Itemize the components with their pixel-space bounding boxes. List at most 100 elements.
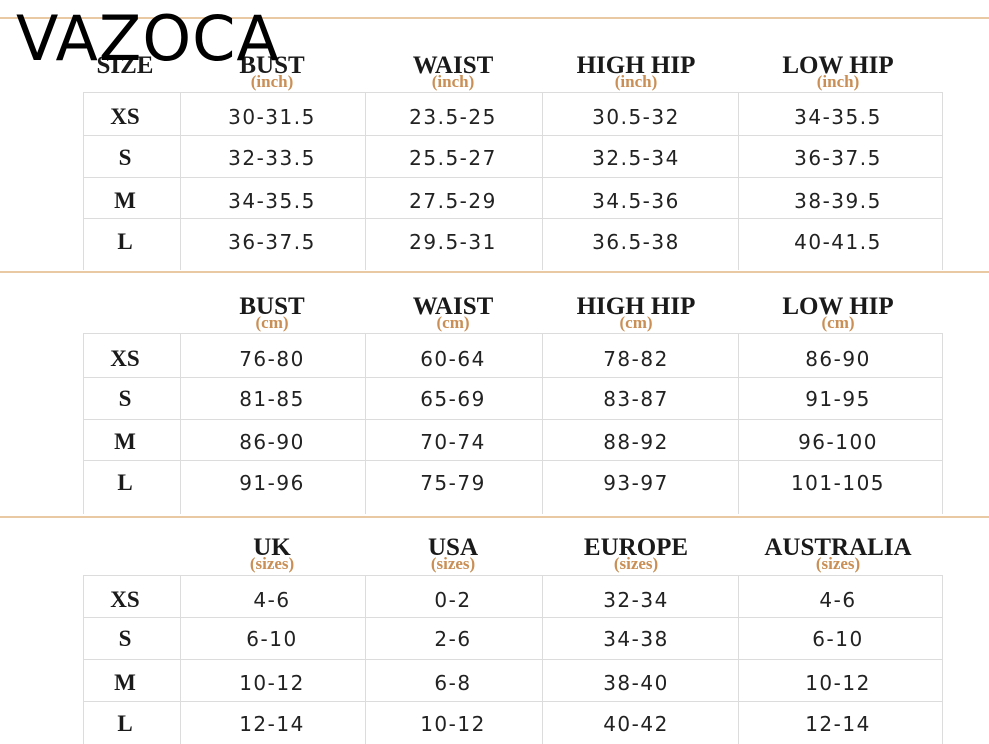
column-unit: (sizes): [430, 554, 476, 573]
size-label: XS: [110, 104, 140, 129]
measurement: 12-14: [239, 712, 305, 736]
column-heading: EUROPE: [583, 534, 689, 561]
measurement: 12-14: [805, 712, 871, 736]
grid-line: [83, 659, 942, 660]
grid-line: [83, 419, 942, 420]
column-unit: (cm): [255, 313, 289, 332]
measurement: 2-6: [434, 627, 472, 651]
measurement: 36-37.5: [228, 230, 316, 254]
measurement: 96-100: [798, 430, 878, 454]
size-label: M: [114, 429, 136, 454]
measurement: 34.5-36: [592, 189, 680, 213]
size-label: XS: [110, 587, 140, 612]
measurement: 38-40: [603, 671, 669, 695]
column-unit: (inch): [816, 72, 860, 91]
grid-line: [83, 575, 942, 576]
column-heading: USA: [427, 534, 478, 561]
grid-line: [83, 701, 942, 702]
column-heading: UK: [253, 534, 291, 561]
measurement: 38-39.5: [794, 189, 882, 213]
measurement: 30-31.5: [228, 105, 316, 129]
column-heading: HIGH HIP: [576, 52, 696, 79]
measurement: 10-12: [239, 671, 305, 695]
size-label: S: [118, 386, 132, 411]
grid-line: [542, 92, 543, 270]
measurement: 75-79: [420, 471, 486, 495]
grid-line: [83, 377, 942, 378]
measurement: 81-85: [239, 387, 305, 411]
column-heading: BUST: [239, 52, 305, 79]
column-heading: WAIST: [412, 293, 494, 320]
measurement: 83-87: [603, 387, 669, 411]
grid-line: [83, 92, 84, 270]
grid-line: [942, 92, 943, 270]
grid-line: [83, 617, 942, 618]
grid-line: [365, 333, 366, 514]
measurement: 27.5-29: [409, 189, 497, 213]
measurement: 86-90: [805, 347, 871, 371]
measurement: 91-96: [239, 471, 305, 495]
measurement: 40-41.5: [794, 230, 882, 254]
size-label: S: [118, 626, 132, 651]
column-heading: LOW HIP: [782, 52, 894, 79]
grid-line: [180, 92, 181, 270]
column-heading: AUSTRALIA: [764, 534, 912, 561]
measurement: 32-34: [603, 588, 669, 612]
measurement: 65-69: [420, 387, 486, 411]
size-label: L: [117, 470, 133, 495]
measurement: 6-10: [246, 627, 298, 651]
divider: [0, 271, 989, 273]
column-unit: (cm): [436, 313, 470, 332]
measurement: 25.5-27: [409, 146, 497, 170]
measurement: 93-97: [603, 471, 669, 495]
measurement: 6-8: [434, 671, 472, 695]
column-unit: (sizes): [815, 554, 861, 573]
column-unit: (sizes): [613, 554, 659, 573]
column-unit: (inch): [614, 72, 658, 91]
size-label: L: [117, 711, 133, 736]
grid-line: [738, 333, 739, 514]
measurement: 4-6: [253, 588, 291, 612]
grid-line: [942, 333, 943, 514]
measurement: 60-64: [420, 347, 486, 371]
measurement: 34-35.5: [794, 105, 882, 129]
measurement: 23.5-25: [409, 105, 497, 129]
grid-line: [542, 333, 543, 514]
grid-line: [738, 92, 739, 270]
measurement: 34-35.5: [228, 189, 316, 213]
measurement: 101-105: [790, 471, 886, 495]
size-label: XS: [110, 346, 140, 371]
measurement: 70-74: [420, 430, 486, 454]
column-unit: (inch): [250, 72, 294, 91]
grid-line: [942, 575, 943, 744]
divider: [0, 17, 989, 19]
grid-line: [83, 92, 942, 93]
measurement: 32.5-34: [592, 146, 680, 170]
measurement: 10-12: [805, 671, 871, 695]
measurement: 86-90: [239, 430, 305, 454]
column-unit: (inch): [431, 72, 475, 91]
grid-line: [83, 333, 942, 334]
grid-line: [83, 177, 942, 178]
measurement: 6-10: [812, 627, 864, 651]
brand-logo: VAZOCA: [16, 2, 280, 75]
column-heading: WAIST: [412, 52, 494, 79]
grid-line: [83, 460, 942, 461]
grid-line: [180, 333, 181, 514]
column-unit: (sizes): [249, 554, 295, 573]
grid-line: [83, 135, 942, 136]
measurement: 34-38: [603, 627, 669, 651]
measurement: 36-37.5: [794, 146, 882, 170]
grid-line: [365, 92, 366, 270]
divider: [0, 516, 989, 518]
column-heading: HIGH HIP: [576, 293, 696, 320]
size-label: S: [118, 145, 132, 170]
measurement: 36.5-38: [592, 230, 680, 254]
size-heading: SIZE: [96, 52, 154, 79]
size-label: M: [114, 188, 136, 213]
column-unit: (cm): [619, 313, 653, 332]
grid-line: [83, 333, 84, 514]
measurement: 88-92: [603, 430, 669, 454]
column-unit: (cm): [821, 313, 855, 332]
